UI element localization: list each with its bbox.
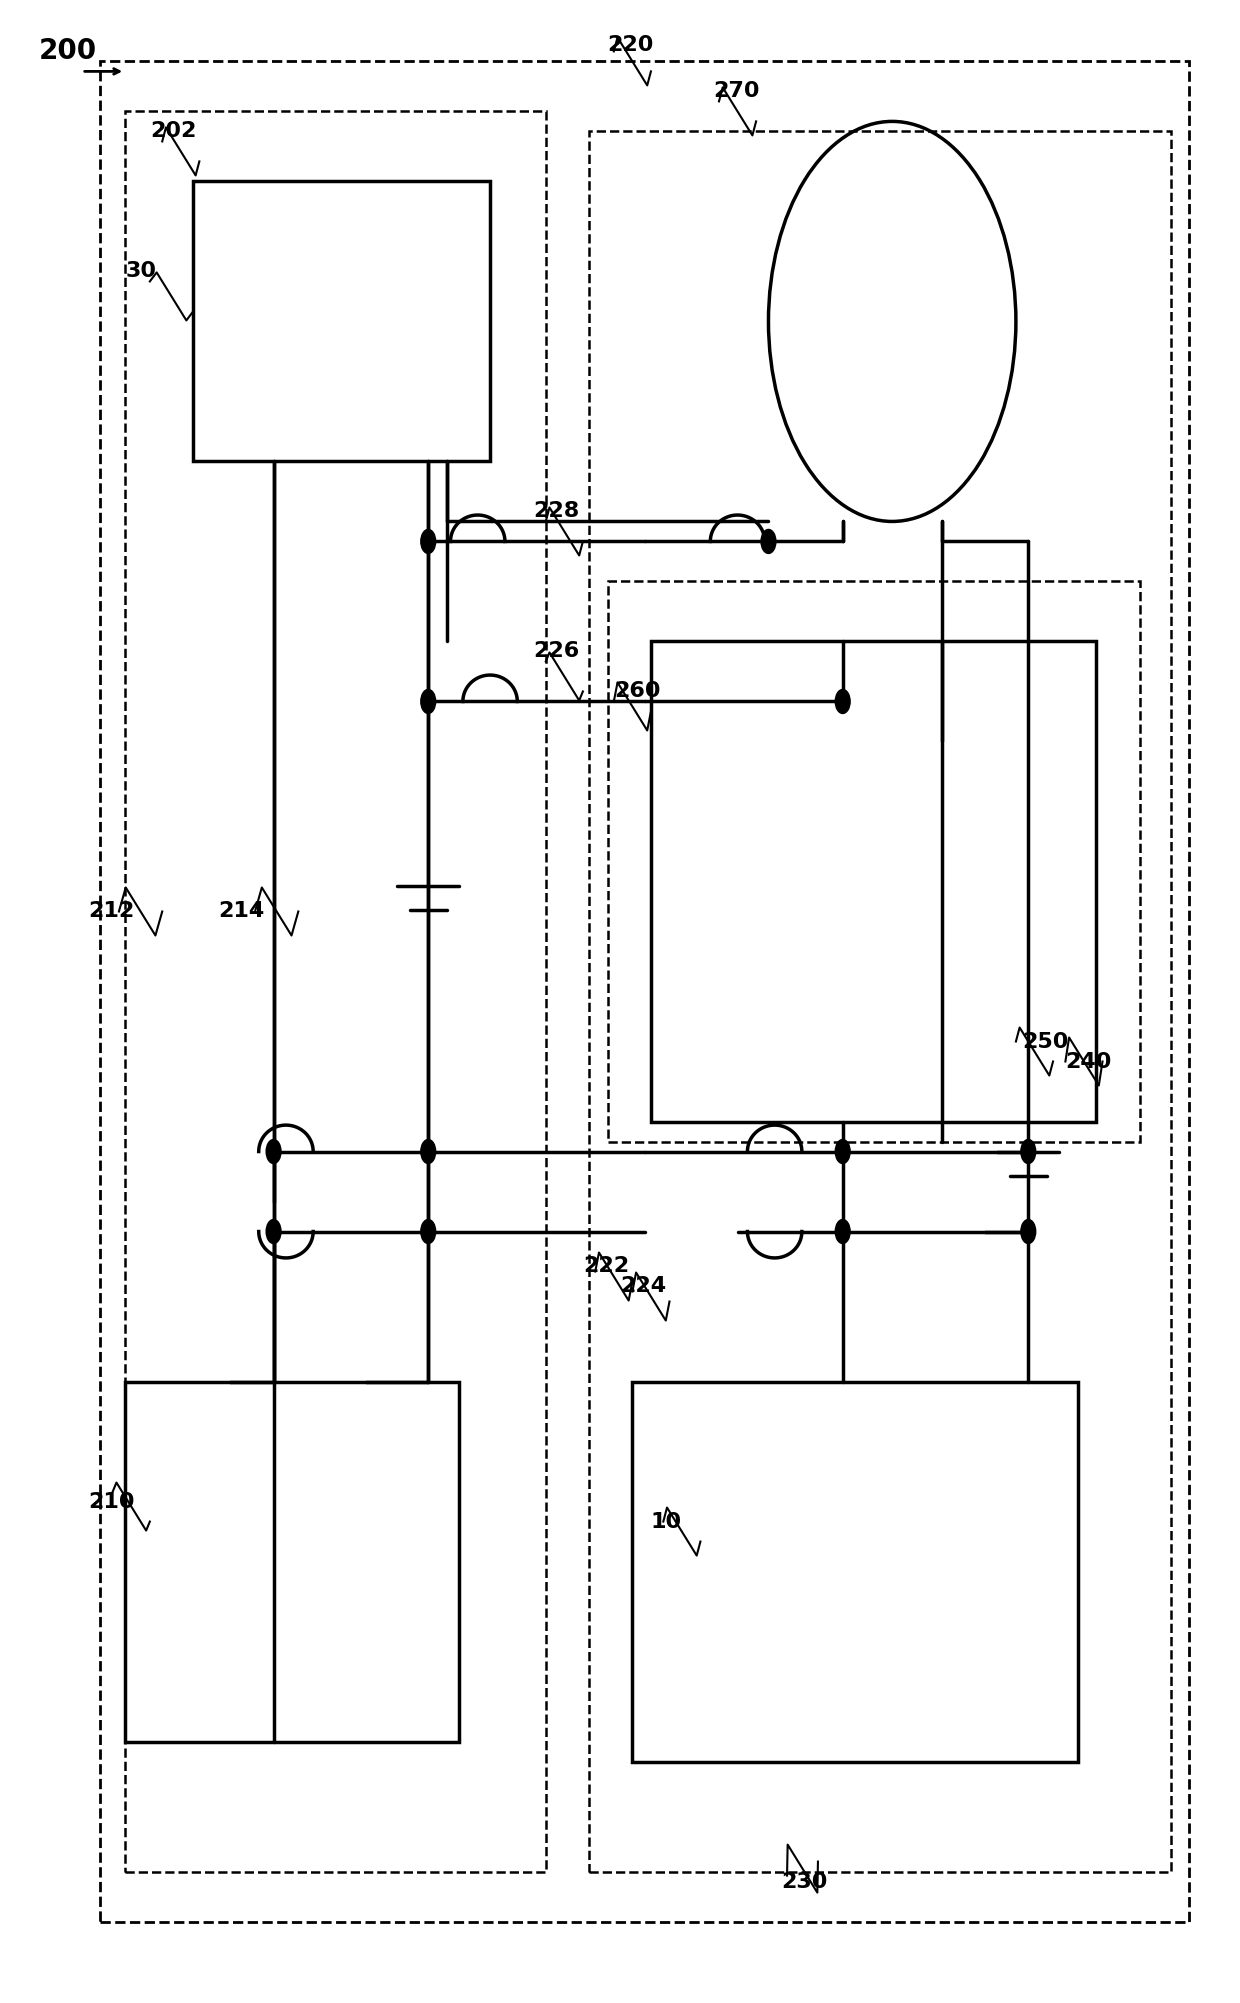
Circle shape — [420, 1220, 435, 1244]
Bar — [125, 1382, 459, 1741]
Text: 10: 10 — [651, 1512, 682, 1532]
Text: 214: 214 — [218, 901, 264, 921]
Text: 260: 260 — [614, 681, 661, 701]
Circle shape — [761, 529, 776, 553]
Text: 220: 220 — [608, 36, 653, 56]
Bar — [100, 62, 1189, 1921]
Bar — [632, 1382, 1078, 1761]
Bar — [125, 112, 546, 1871]
Circle shape — [420, 529, 435, 553]
Circle shape — [836, 1140, 851, 1164]
Text: 30: 30 — [125, 262, 156, 280]
Bar — [651, 641, 1096, 1122]
Circle shape — [267, 1220, 281, 1244]
Circle shape — [1021, 1140, 1035, 1164]
Circle shape — [836, 1220, 851, 1244]
Circle shape — [267, 1140, 281, 1164]
Text: 250: 250 — [1022, 1032, 1069, 1052]
Circle shape — [420, 1140, 435, 1164]
Text: 212: 212 — [88, 901, 134, 921]
Circle shape — [836, 689, 851, 713]
Text: 200: 200 — [38, 38, 97, 66]
Bar — [193, 182, 490, 461]
Text: 240: 240 — [1065, 1052, 1112, 1072]
Text: 202: 202 — [150, 122, 196, 142]
Text: 224: 224 — [620, 1276, 666, 1296]
Text: 230: 230 — [781, 1871, 827, 1891]
Text: 270: 270 — [713, 82, 759, 102]
Circle shape — [420, 689, 435, 713]
Text: 228: 228 — [533, 501, 579, 521]
Bar — [589, 132, 1171, 1871]
Text: 210: 210 — [88, 1492, 134, 1512]
Bar — [608, 581, 1140, 1142]
Text: 226: 226 — [533, 641, 579, 661]
Text: 222: 222 — [583, 1256, 629, 1276]
Circle shape — [1021, 1220, 1035, 1244]
